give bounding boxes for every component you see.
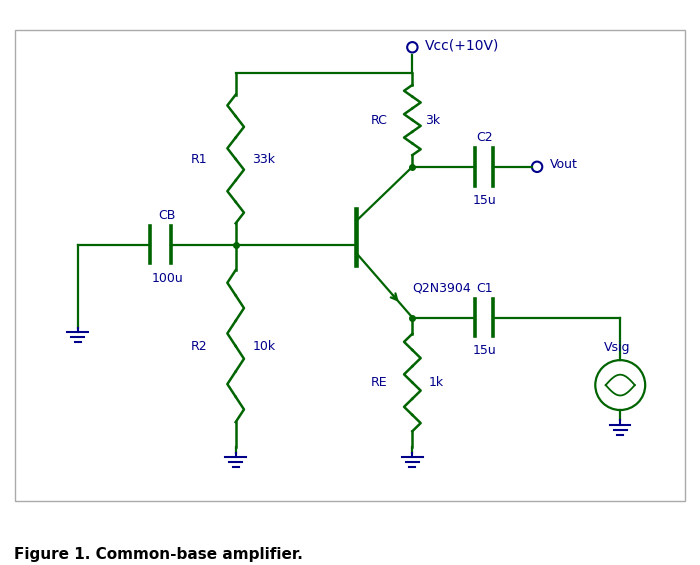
Text: C2: C2: [476, 131, 492, 144]
Text: R1: R1: [191, 153, 208, 166]
Text: CB: CB: [158, 209, 176, 222]
Text: RC: RC: [371, 114, 388, 127]
Text: Vout: Vout: [550, 158, 578, 171]
Text: 100u: 100u: [151, 272, 183, 285]
Text: Figure 1. Common-base amplifier.: Figure 1. Common-base amplifier.: [14, 547, 303, 562]
Text: Q2N3904: Q2N3904: [412, 281, 471, 294]
Text: Vcc(+10V): Vcc(+10V): [425, 38, 499, 52]
Text: C1: C1: [476, 282, 492, 295]
Text: Vsig: Vsig: [604, 341, 631, 354]
Text: 3k: 3k: [425, 114, 440, 127]
Text: RE: RE: [371, 376, 387, 389]
Text: R2: R2: [191, 340, 208, 353]
Text: 1k: 1k: [429, 376, 444, 389]
Text: 15u: 15u: [473, 344, 496, 357]
Text: 33k: 33k: [252, 153, 275, 166]
Text: 10k: 10k: [252, 340, 275, 353]
Text: 15u: 15u: [473, 194, 496, 207]
